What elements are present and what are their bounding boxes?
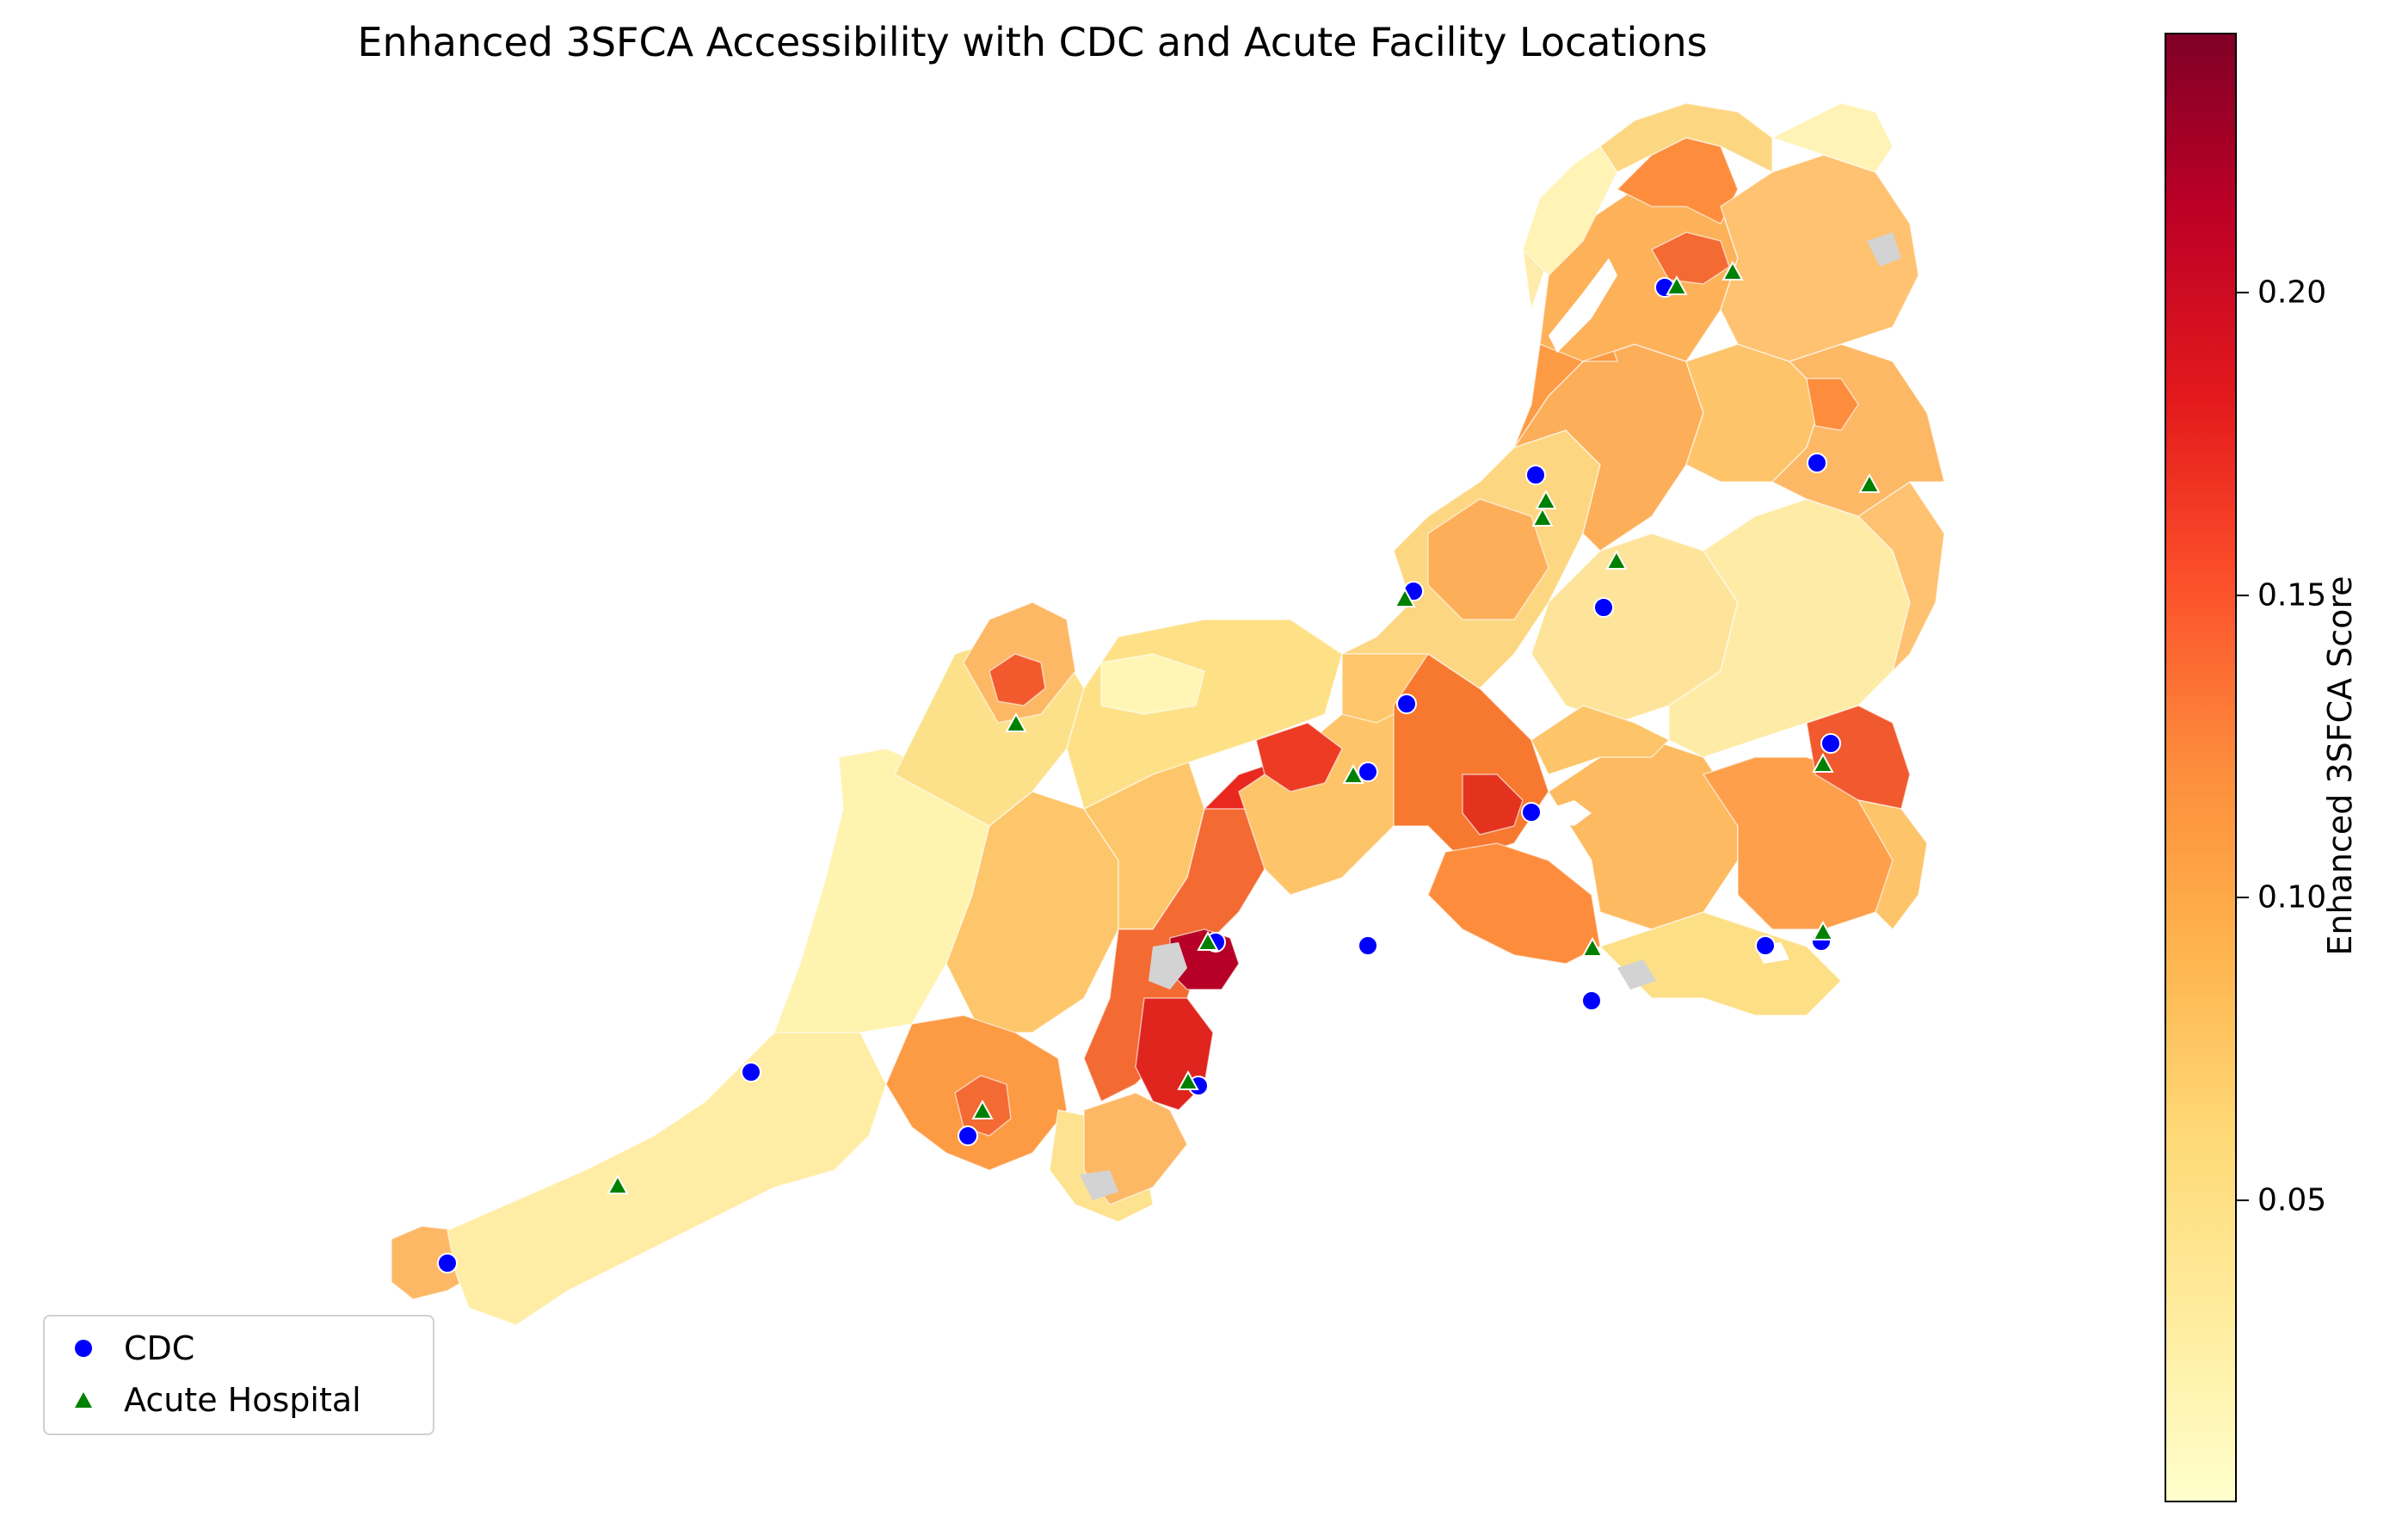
region-exeter-south (1427, 842, 1601, 965)
no-data-severn (1867, 232, 1901, 267)
colorbar-tick (2237, 1199, 2249, 1201)
water-severn-estuary (1549, 258, 1617, 353)
no-data-poole (1617, 959, 1656, 990)
legend: CDC Acute Hospital (43, 1315, 434, 1435)
colorbar-tick-label: 0.20 (2257, 274, 2327, 311)
region-yeovil (1530, 705, 1671, 775)
acute-hospital-marker (1394, 587, 1416, 607)
cdc-marker (958, 1125, 978, 1146)
blue-circle-icon (62, 1331, 105, 1366)
region-exeter-core (1462, 774, 1524, 835)
colorbar-tick (2237, 594, 2249, 596)
cdc-marker (437, 1253, 458, 1273)
colorbar-tick-label: 0.10 (2257, 879, 2327, 916)
colorbar-tick (2237, 897, 2249, 899)
cdc-marker (741, 1062, 761, 1082)
acute-hospital-marker (1581, 936, 1604, 957)
water-exe-estuary (1549, 800, 1592, 826)
region-tewkesbury (1771, 102, 1894, 173)
region-polygons (391, 102, 1945, 1326)
acute-hospital-marker (607, 1174, 629, 1194)
region-exeter-west (1393, 652, 1549, 861)
map-title: Enhanced 3SFCA Accessibility with CDC an… (357, 19, 1708, 65)
region-bude-core (988, 653, 1046, 706)
cdc-marker (1593, 597, 1614, 618)
cdc-marker (1358, 935, 1378, 956)
acute-hospital-marker (1812, 920, 1834, 940)
region-swindon-core (1806, 378, 1859, 431)
cdc-marker (1525, 465, 1546, 485)
legend-label-acute: Acute Hospital (124, 1381, 361, 1419)
cdc-marker (1358, 762, 1378, 782)
region-glos-north (1598, 102, 1773, 174)
acute-hospital-marker (1197, 930, 1219, 951)
region-dorset-west (1598, 911, 1843, 1016)
region-wiltshire-east (1857, 480, 1945, 674)
acute-hospital-marker (1005, 712, 1027, 732)
legend-item-cdc: CDC (62, 1327, 194, 1370)
green-triangle-icon (62, 1383, 105, 1417)
acute-hospital-marker (1858, 472, 1881, 493)
acute-hospital-marker (1531, 506, 1554, 527)
cdc-marker (1581, 990, 1602, 1011)
no-data-plymouth-sound (1149, 942, 1187, 990)
acute-hospital-marker (1535, 489, 1557, 509)
region-taunton (1427, 498, 1549, 620)
accessibility-map (391, 102, 1945, 1326)
cdc-marker (1820, 733, 1841, 754)
acute-hospital-marker (1177, 1070, 1199, 1090)
no-data-lizard (1080, 1170, 1118, 1200)
legend-label-cdc: CDC (124, 1329, 195, 1367)
no-data-patches (1080, 232, 1901, 1200)
region-dartmoor-red (1255, 722, 1343, 792)
acute-hospital-marker (1342, 763, 1364, 784)
cdc-marker (1755, 935, 1776, 956)
region-north-devon-pale (1100, 653, 1205, 715)
colorbar-label: Enhanced 3SFCA Score (2321, 576, 2359, 956)
region-hampshire-edge (1857, 798, 1928, 931)
colorbar (2165, 33, 2237, 1502)
colorbar-tick-label: 0.15 (2257, 577, 2327, 614)
colorbar-tick-label: 0.05 (2257, 1182, 2327, 1218)
legend-item-acute: Acute Hospital (62, 1378, 361, 1421)
acute-hospital-marker (1721, 260, 1744, 281)
cdc-marker (1396, 694, 1417, 714)
acute-hospital-marker (1666, 274, 1688, 295)
acute-hospital-marker (971, 1099, 994, 1119)
acute-markers (607, 260, 1881, 1194)
acute-hospital-marker (1812, 752, 1834, 773)
region-bournemouth (1806, 705, 1911, 810)
cdc-marker (1521, 802, 1542, 823)
colorbar-tick (2237, 292, 2249, 294)
region-cornwall-west (446, 1014, 887, 1326)
cdc-marker (1807, 453, 1827, 473)
acute-hospital-marker (1605, 549, 1628, 570)
